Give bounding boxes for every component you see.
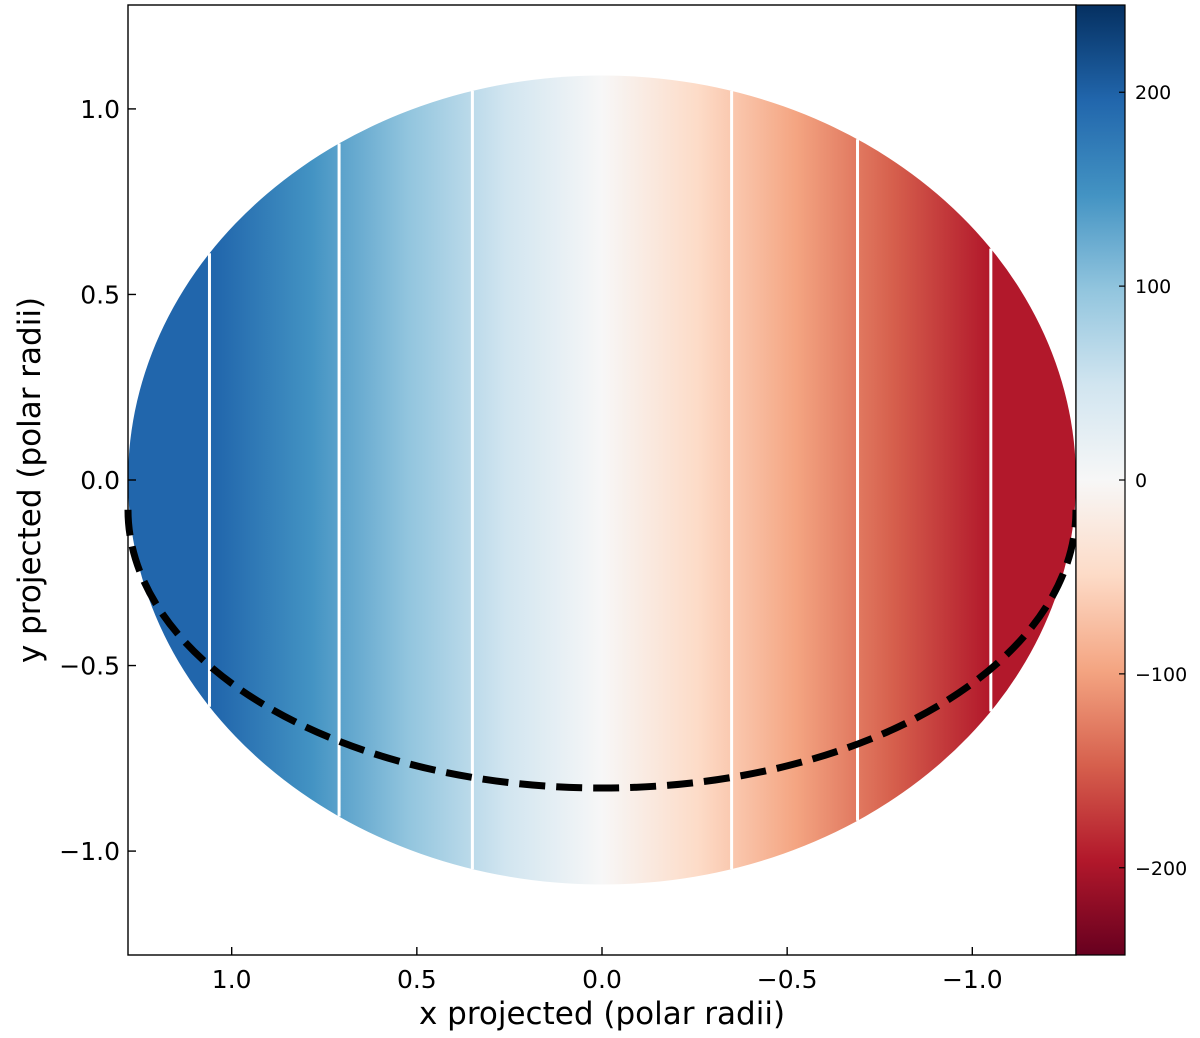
- x-tick-label: −1.0: [942, 965, 1003, 994]
- colorbar-scale: [1075, 4, 1126, 956]
- y-tick-label: 0.0: [80, 466, 120, 495]
- y-tick-label: −0.5: [59, 652, 120, 681]
- y-axis-title: y projected (polar radii): [12, 297, 48, 663]
- y-tick-label: 1.0: [80, 95, 120, 124]
- y-tick-label: −1.0: [59, 837, 120, 866]
- colorbar-tick-label: −100: [1135, 664, 1187, 686]
- x-axis-ticks: 1.0 0.5 0.0 −0.5 −1.0: [212, 947, 1003, 994]
- colorbar: 200 100 0 −100 −200: [1075, 4, 1187, 956]
- plot-area: 1.0 0.5 0.0 −0.5 −1.0 1.0 0.5 0.0 −0.5 −1.0 x pr…: [12, 4, 1080, 1032]
- velocity-contours: [207, 90, 993, 870]
- x-tick-label: 0.0: [582, 965, 622, 994]
- x-axis-title: x projected (polar radii): [419, 996, 785, 1032]
- stellar-disk: [128, 75, 1076, 885]
- x-tick-label: 0.5: [397, 965, 437, 994]
- y-tick-label: 0.5: [80, 280, 120, 309]
- x-tick-label: −0.5: [757, 965, 818, 994]
- colorbar-tick-label: 0: [1135, 470, 1147, 492]
- colorbar-ticks: 200 100 0 −100 −200: [1119, 82, 1187, 880]
- colorbar-tick-label: −200: [1135, 858, 1187, 880]
- y-axis-ticks: 1.0 0.5 0.0 −0.5 −1.0: [59, 95, 136, 866]
- colorbar-tick-label: 100: [1135, 276, 1171, 298]
- colorbar-tick-label: 200: [1135, 82, 1171, 104]
- equator-dashed-curve: [124, 509, 1080, 792]
- x-tick-label: 1.0: [212, 965, 252, 994]
